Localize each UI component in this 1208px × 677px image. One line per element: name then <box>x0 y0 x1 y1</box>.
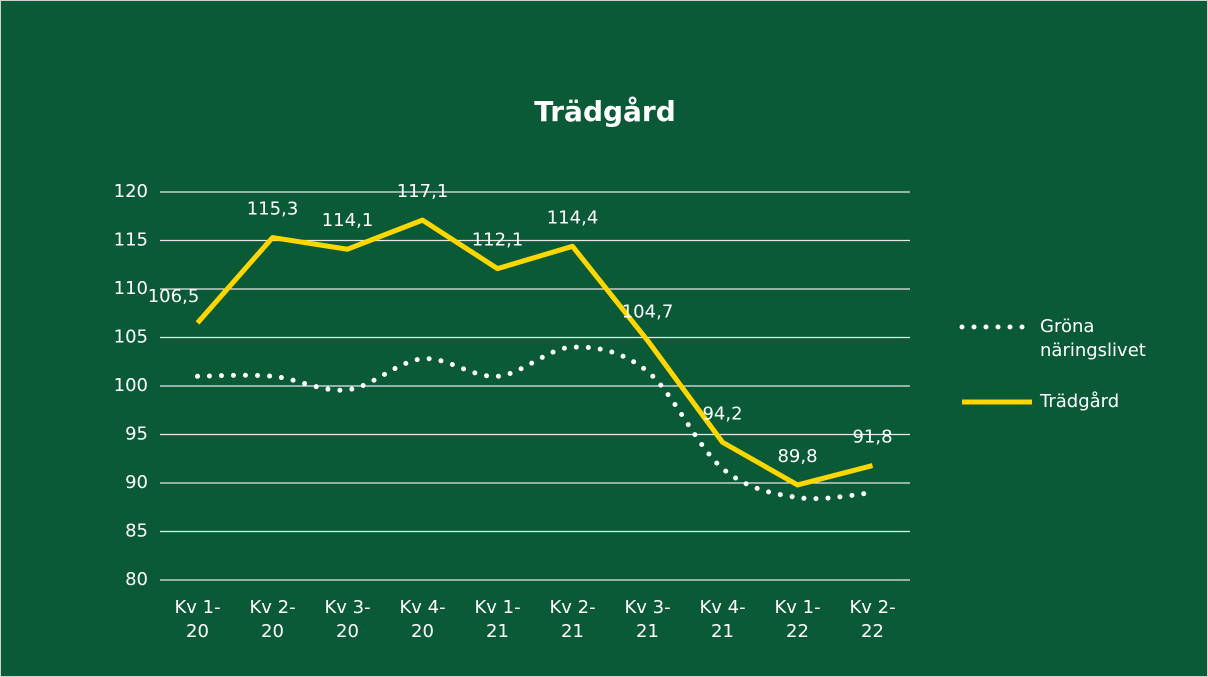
x-tick-label: Kv 1-22 <box>774 597 820 642</box>
data-label: 106,5 <box>148 286 200 307</box>
y-tick-label: 110 <box>114 278 148 299</box>
y-tick-label: 105 <box>114 327 148 348</box>
x-tick-label: Kv 1-20 <box>174 597 220 642</box>
x-tick-label: Kv 2-22 <box>849 597 895 642</box>
x-tick-label: Kv 2-20 <box>249 597 295 642</box>
y-tick-label: 120 <box>114 181 148 202</box>
legend-label: Gröna näringslivet <box>1040 316 1146 361</box>
data-label: 114,4 <box>547 207 599 228</box>
y-tick-label: 115 <box>114 230 148 251</box>
y-tick-label: 100 <box>114 375 148 396</box>
y-tick-label: 80 <box>125 569 148 590</box>
x-tick-label: Kv 4-20 <box>399 597 445 642</box>
data-label: 104,7 <box>622 301 674 322</box>
data-label: 115,3 <box>247 199 299 220</box>
data-label: 91,8 <box>852 427 892 448</box>
y-tick-label: 95 <box>125 424 148 445</box>
x-tick-label: Kv 3-21 <box>624 597 670 642</box>
x-tick-label: Kv 1-21 <box>474 597 520 642</box>
data-label: 114,1 <box>322 210 374 231</box>
data-label: 89,8 <box>777 446 817 467</box>
data-label: 112,1 <box>472 230 524 251</box>
chart-title: Trädgård <box>534 95 676 128</box>
data-label: 117,1 <box>397 181 449 202</box>
y-tick-label: 85 <box>125 521 148 542</box>
data-label: 94,2 <box>702 403 742 424</box>
series-line <box>195 217 874 488</box>
y-tick-label: 90 <box>125 472 148 493</box>
legend-label: Trädgård <box>1039 391 1119 412</box>
x-tick-label: Kv 2-21 <box>549 597 595 642</box>
x-tick-label: Kv 3-20 <box>324 597 370 642</box>
x-tick-label: Kv 4-21 <box>699 597 745 642</box>
